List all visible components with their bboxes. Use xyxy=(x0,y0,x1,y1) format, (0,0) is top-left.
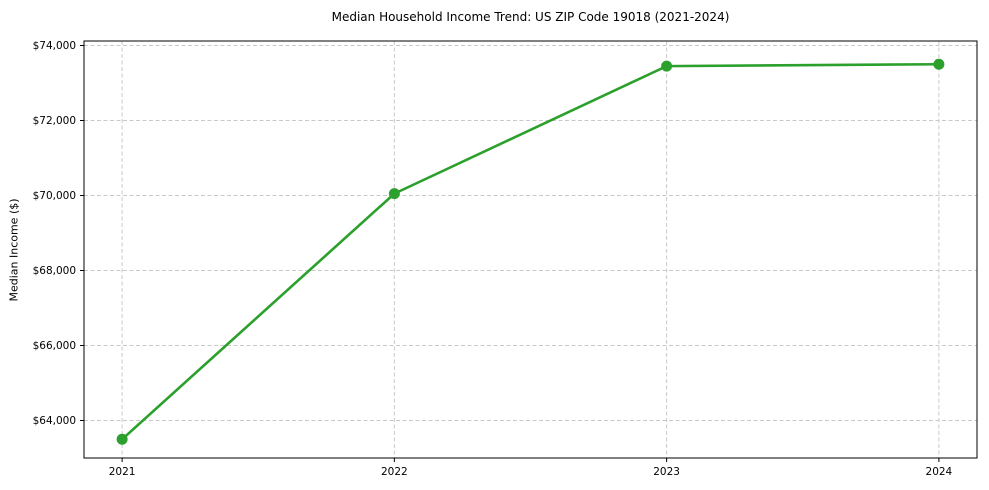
y-tick-label: $72,000 xyxy=(33,115,76,127)
y-tick-label: $74,000 xyxy=(33,40,76,52)
trend-line xyxy=(120,62,941,441)
plot-border xyxy=(83,40,978,459)
data-point-2021 xyxy=(116,433,128,445)
data-point-2022 xyxy=(388,188,400,200)
y-tick-label: $70,000 xyxy=(33,190,76,202)
y-tick-label: $64,000 xyxy=(33,415,76,427)
x-tick-label: 2023 xyxy=(653,466,680,478)
y-tick-label: $68,000 xyxy=(33,265,76,277)
data-point-2023 xyxy=(661,60,673,72)
x-tick-label: 2021 xyxy=(109,466,136,478)
x-tick-label: 2024 xyxy=(926,466,953,478)
x-tick-label: 2022 xyxy=(381,466,408,478)
y-tick-label: $66,000 xyxy=(33,340,76,352)
data-point-2024 xyxy=(933,58,945,70)
chart-title: Median Household Income Trend: US ZIP Co… xyxy=(331,10,730,24)
